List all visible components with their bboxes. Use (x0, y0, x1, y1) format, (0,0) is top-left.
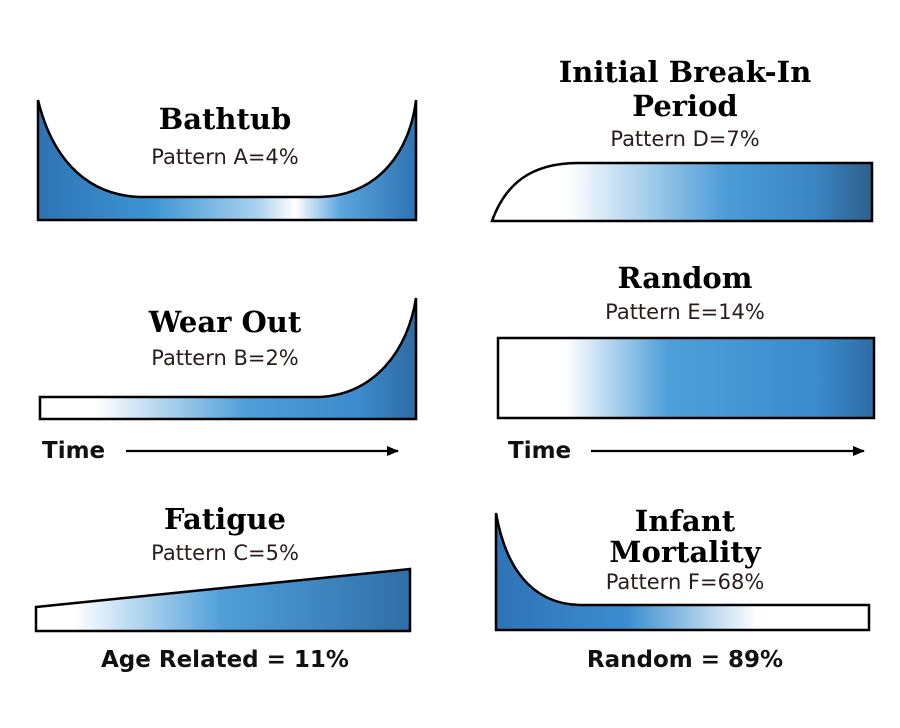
random-summary: Random = 89% (586, 647, 784, 673)
panel-b-pattern: Pattern B=2% (151, 346, 299, 370)
panel-a-title: Bathtub (158, 102, 292, 136)
panel-d-pattern: Pattern D=7% (610, 127, 760, 151)
panel-c-title: Fatigue (163, 502, 287, 536)
age-related-summary: Age Related = 11% (101, 647, 349, 673)
panel-b-title: Wear Out (148, 305, 302, 339)
panel-e-title: Random (617, 261, 753, 295)
panel-c-pattern: Pattern C=5% (151, 541, 299, 565)
panel-e-pattern: Pattern E=14% (605, 300, 765, 324)
panel-f-title-line2: Mortality (609, 535, 761, 569)
fatigue-curve (34, 567, 412, 633)
time-label-left: Time (42, 438, 106, 464)
panel-f-title-line1: Infant (634, 504, 736, 538)
bathtub-curve (36, 99, 418, 222)
infant-mortality-curve (494, 512, 871, 632)
panel-a-pattern: Pattern A=4% (151, 145, 299, 169)
panel-d-title-line1: Initial Break-In (558, 55, 812, 89)
wear-out-curve (38, 297, 418, 421)
panel-d-title-line2: Period (632, 89, 738, 123)
random-curve (496, 336, 876, 420)
panel-f-pattern: Pattern F=68% (605, 570, 765, 594)
break-in-curve (490, 161, 874, 223)
time-label-right: Time (508, 438, 572, 464)
